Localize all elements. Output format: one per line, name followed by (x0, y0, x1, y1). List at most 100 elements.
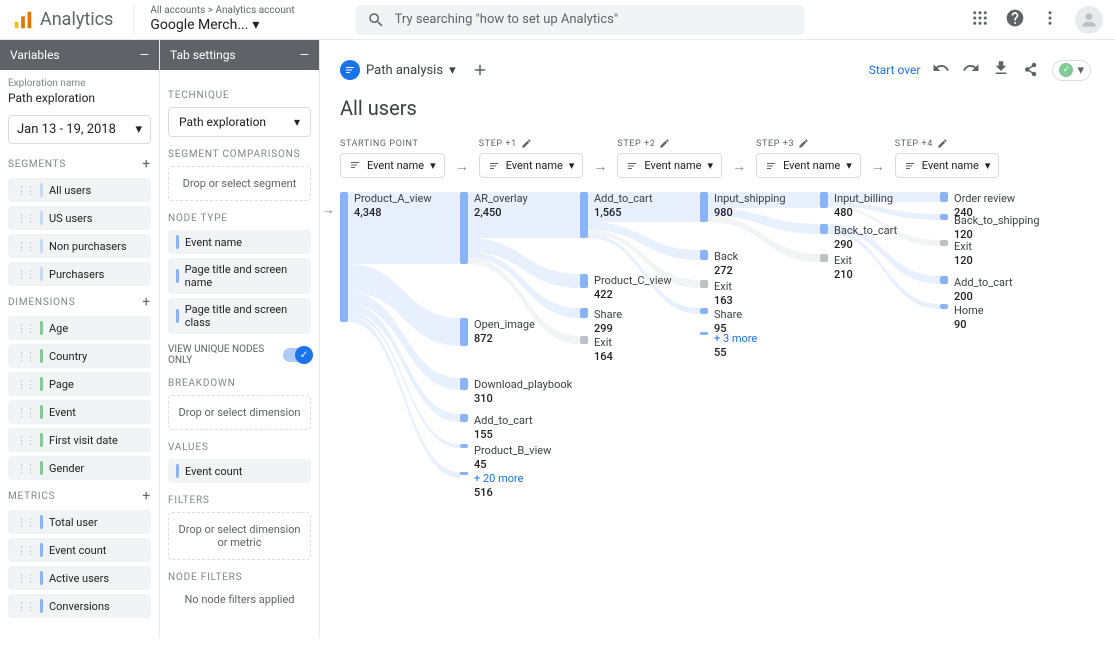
add-dimension-icon[interactable]: + (142, 294, 151, 310)
show-more-link[interactable]: + 20 more (474, 472, 523, 485)
breakdown-drop-target[interactable]: Drop or select dimension (168, 395, 311, 430)
add-metric-icon[interactable]: + (142, 488, 151, 504)
nodetype-chip[interactable]: Page title and screen class (168, 298, 311, 334)
status-pill[interactable]: ✓▾ (1052, 60, 1091, 81)
apps-icon[interactable] (971, 9, 989, 31)
sankey-node[interactable]: Back_to_cart290 (820, 224, 897, 252)
segment-chip[interactable]: ⋮⋮US users (8, 206, 151, 230)
segment-chip[interactable]: ⋮⋮Purchasers (8, 262, 151, 286)
step-selector[interactable]: Event name▾ (479, 153, 584, 178)
sankey-node[interactable]: Share299 (580, 308, 622, 336)
redo-icon[interactable] (962, 59, 980, 81)
sankey-node[interactable]: Input_billing480 (820, 192, 893, 220)
step-label: Step +1 (479, 138, 532, 149)
step-selector[interactable]: Event name▾ (895, 153, 1000, 178)
sankey-node[interactable]: Open_image872 (460, 318, 535, 346)
main-canvas: Path analysis ▾ Start over ✓▾ All users … (320, 40, 1115, 638)
dimension-chip[interactable]: ⋮⋮Age (8, 316, 151, 340)
sankey-node[interactable]: Add_to_cart1,565 (580, 192, 653, 238)
download-icon[interactable] (992, 59, 1010, 81)
dimension-chip[interactable]: ⋮⋮Country (8, 344, 151, 368)
exploration-name[interactable]: Path exploration (8, 91, 151, 105)
show-more-link[interactable]: + 3 more (714, 332, 757, 345)
chevron-down-icon: ▾ (1077, 63, 1084, 78)
more-icon[interactable] (1041, 9, 1059, 31)
values-chip[interactable]: Event count (168, 459, 311, 483)
sankey-node[interactable]: Product_C_view422 (580, 274, 672, 302)
account-switcher[interactable]: All accounts > Analytics account Google … (133, 5, 294, 34)
filters-drop-target[interactable]: Drop or select dimension or metric (168, 512, 311, 560)
start-over-button[interactable]: Start over (869, 63, 921, 77)
search-input[interactable]: Try searching "how to set up Analytics" (355, 5, 805, 35)
chevron-down-icon: ▾ (135, 122, 142, 137)
step-label: Step +4 (895, 138, 948, 149)
page-title: All users (340, 96, 1115, 120)
segment-drop-target[interactable]: Drop or select segment (168, 166, 311, 201)
arrow-icon: → (867, 158, 889, 175)
add-segment-icon[interactable]: + (142, 156, 151, 172)
sankey-node[interactable]: Exit163 (700, 280, 733, 308)
metric-chip[interactable]: ⋮⋮Event count (8, 538, 151, 562)
date-range-picker[interactable]: Jan 13 - 19, 2018 ▾ (8, 115, 151, 144)
metric-chip[interactable]: ⋮⋮Total user (8, 510, 151, 534)
variables-panel: Variables — Exploration name Path explor… (0, 40, 160, 638)
sankey-node[interactable]: Add_to_cart155 (460, 414, 533, 442)
dimension-chip[interactable]: ⋮⋮Page (8, 372, 151, 396)
share-icon[interactable] (1022, 59, 1040, 81)
avatar[interactable] (1075, 6, 1103, 34)
variables-header: Variables — (0, 40, 159, 70)
sankey-node[interactable]: AR_overlay2,450 (460, 192, 528, 264)
sankey-node[interactable]: Back_to_shipping120 (940, 214, 1040, 242)
sankey-node[interactable]: Add_to_cart200 (940, 276, 1013, 304)
chevron-down-icon: ▾ (252, 17, 259, 34)
segment-chip[interactable]: ⋮⋮Non purchasers (8, 234, 151, 258)
undo-icon[interactable] (932, 59, 950, 81)
sankey-node[interactable]: Product_B_view45 (460, 444, 551, 472)
arrow-icon: → (728, 158, 750, 175)
topbar: Analytics All accounts > Analytics accou… (0, 0, 1115, 40)
sankey-node[interactable]: Back272 (700, 250, 738, 278)
dimension-chip[interactable]: ⋮⋮Gender (8, 456, 151, 480)
sankey-node[interactable]: Input_shipping980 (700, 192, 786, 222)
sankey-node[interactable]: Exit164 (580, 336, 613, 364)
arrow-icon: → (451, 158, 473, 175)
segment-chip[interactable]: ⋮⋮All users (8, 178, 151, 202)
unique-nodes-toggle[interactable]: ✓ (283, 348, 311, 362)
back-arrow-icon[interactable]: → (322, 202, 335, 218)
help-icon[interactable] (1005, 8, 1025, 32)
step-selector[interactable]: Event name▾ (756, 153, 861, 178)
tab-settings-header: Tab settings — (160, 40, 319, 70)
sankey-node[interactable]: Exit120 (940, 240, 973, 268)
path-icon (340, 60, 360, 80)
search-placeholder: Try searching "how to set up Analytics" (395, 12, 618, 27)
sankey-node[interactable]: Download_playbook310 (460, 378, 572, 406)
arrow-icon: → (589, 158, 611, 175)
step-label: Starting Point (340, 139, 418, 149)
sankey-node[interactable]: Product_A_view4,348 (340, 192, 432, 322)
chevron-down-icon: ▾ (449, 63, 456, 78)
account-name: Google Merch... (150, 17, 248, 34)
account-path: All accounts > Analytics account (150, 5, 294, 17)
collapse-icon[interactable]: — (140, 48, 149, 62)
step-label: Step +3 (756, 138, 809, 149)
step-selector[interactable]: Event name▾ (340, 153, 445, 178)
search-icon (367, 11, 385, 29)
collapse-icon[interactable]: — (300, 48, 309, 62)
nodetype-chip[interactable]: Page title and screen name (168, 258, 311, 294)
metric-chip[interactable]: ⋮⋮Active users (8, 566, 151, 590)
logo: Analytics (12, 9, 113, 31)
node-filters-status: No node filters applied (168, 589, 311, 610)
step-selector[interactable]: Event name▾ (617, 153, 722, 178)
tab-path-analysis[interactable]: Path analysis ▾ (340, 60, 456, 80)
sankey-node[interactable]: Home90 (940, 304, 984, 332)
tab-settings-panel: Tab settings — Technique Path exploratio… (160, 40, 320, 638)
exploration-name-label: Exploration name (8, 78, 151, 89)
dimension-chip[interactable]: ⋮⋮First visit date (8, 428, 151, 452)
metric-chip[interactable]: ⋮⋮Conversions (8, 594, 151, 618)
nodetype-chip[interactable]: Event name (168, 230, 311, 254)
add-tab-button[interactable] (468, 58, 492, 82)
dimension-chip[interactable]: ⋮⋮Event (8, 400, 151, 424)
sankey-node[interactable]: Exit210 (820, 254, 853, 282)
topbar-actions (971, 6, 1103, 34)
technique-select[interactable]: Path exploration▾ (168, 107, 311, 137)
